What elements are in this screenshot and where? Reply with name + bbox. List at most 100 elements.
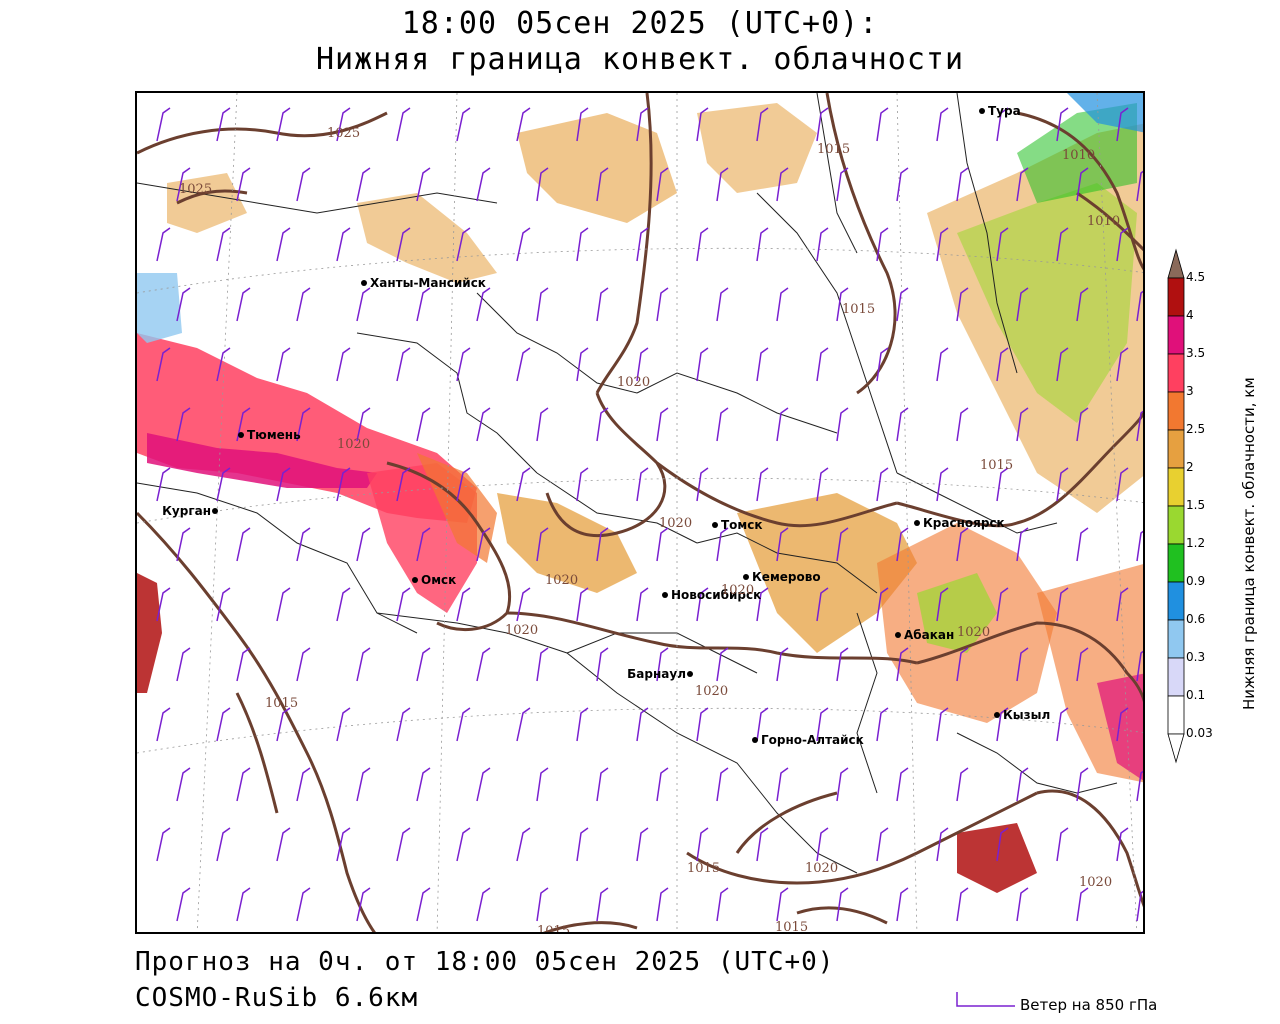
wind-barb [896, 767, 909, 802]
wind-barb [596, 167, 609, 202]
isobar-label: 1015 [775, 920, 808, 934]
wind-barb [536, 767, 549, 802]
isobar-label: 1020 [659, 516, 692, 531]
wind-barb [416, 887, 431, 922]
wind-barb [836, 287, 849, 322]
wind-barb [1136, 290, 1143, 322]
wind-barb [1016, 767, 1029, 802]
wind-barb [176, 167, 191, 202]
wind-barb [956, 407, 969, 442]
wind-barb [996, 707, 1009, 742]
wind-barb [416, 167, 431, 202]
wind-barb [1016, 527, 1029, 562]
wind-barb [456, 347, 471, 382]
colorbar-tick-label: 2 [1186, 460, 1194, 474]
wind-barb [516, 107, 531, 142]
wind-barb [936, 587, 949, 622]
colorbar-tick-label: 1.2 [1186, 536, 1206, 550]
wind-barb [776, 287, 789, 322]
graticule [137, 93, 1143, 932]
wind-barb [176, 767, 191, 802]
city-dot [687, 671, 693, 677]
isobar-labels: 1025 1025 1015 1010 1010 1015 1020 1020 1015 1020… [179, 126, 1120, 934]
isobar-label: 1020 [545, 573, 578, 588]
wind-barb [776, 887, 789, 922]
wind-barb [1116, 467, 1129, 502]
wind-barb [716, 527, 729, 562]
wind-barb [456, 587, 471, 622]
wind-barb [576, 227, 589, 262]
colorbar-title-box: Нижняя граница конвект. облачности, км [1238, 260, 1268, 780]
wind-barb [636, 827, 649, 862]
wind-barb [236, 887, 251, 922]
colorbar-cell [1167, 315, 1185, 355]
isobar-label: 1015 [842, 302, 875, 317]
colorbar-cell [1167, 277, 1185, 317]
wind-barb [416, 647, 431, 682]
city-dot [752, 737, 758, 743]
wind-barb [636, 347, 649, 382]
wind-barb [656, 167, 669, 202]
wind-barb [416, 407, 431, 442]
wind-barb [576, 467, 589, 502]
wind-barb [1136, 890, 1143, 922]
colorbar-cell [1167, 505, 1185, 545]
wind-barb [536, 527, 549, 562]
wind-barb [656, 767, 669, 802]
isobar-label: 1020 [695, 684, 728, 699]
wind-barb [876, 107, 889, 142]
wind-barb [276, 467, 291, 502]
wind-barb [1136, 530, 1143, 562]
wind-barb [756, 107, 769, 142]
wind-barb [576, 707, 589, 742]
wind-barb [636, 587, 649, 622]
wind-barb [816, 707, 829, 742]
city-label: Омск [421, 573, 456, 587]
wind-legend-barb [956, 992, 1015, 1007]
wind-barb [956, 767, 969, 802]
wind-barb [476, 887, 491, 922]
wind-barb [476, 527, 491, 562]
colorbar-tick-label: 0.3 [1186, 650, 1206, 664]
wind-barb [756, 227, 769, 262]
wind-barb [536, 407, 549, 442]
wind-barb [276, 227, 291, 262]
city-label: Кызыл [1003, 708, 1050, 722]
wind-barb [476, 767, 491, 802]
wind-barb [996, 827, 1009, 862]
wind-barb [516, 587, 531, 622]
wind-barb [956, 887, 969, 922]
isobar-label: 1025 [327, 126, 360, 141]
colorbar-cell [1167, 391, 1185, 431]
wind-barb [356, 167, 371, 202]
city-label: Новосибирск [671, 588, 761, 602]
wind-barb [476, 407, 491, 442]
wind-barb [636, 467, 649, 502]
wind-barb [156, 347, 171, 382]
wind-barb [836, 167, 849, 202]
wind-barb [456, 827, 471, 862]
wind-barb [356, 407, 371, 442]
wind-barb [156, 827, 171, 862]
wind-barb [1016, 407, 1029, 442]
wind-barb [936, 347, 949, 382]
colorbar-tick-label: 0.6 [1186, 612, 1206, 626]
wind-barb [336, 587, 351, 622]
isobar-label: 1015 [817, 142, 850, 157]
wind-barb [696, 587, 709, 622]
colorbar-cell [1167, 467, 1185, 507]
colorbar-tick-label: 3.5 [1186, 346, 1206, 360]
wind-barb [776, 407, 789, 442]
city-markers: Тура Ханты-Мансийск Тюмень Курган Омск Новоси… [162, 104, 1050, 747]
wind-barb [816, 347, 829, 382]
wind-barb [696, 227, 709, 262]
wind-barb [536, 647, 549, 682]
forecast-info: Прогноз на 0ч. от 18:00 05сен 2025 (UTC+… [135, 947, 835, 977]
wind-barb [236, 407, 251, 442]
wind-legend-label: Ветер на 850 гПа [1020, 996, 1158, 1014]
city-label: Кемерово [752, 570, 821, 584]
isobar-label: 1020 [617, 375, 650, 390]
wind-barb [596, 767, 609, 802]
wind-barb [656, 527, 669, 562]
wind-barb [876, 227, 889, 262]
